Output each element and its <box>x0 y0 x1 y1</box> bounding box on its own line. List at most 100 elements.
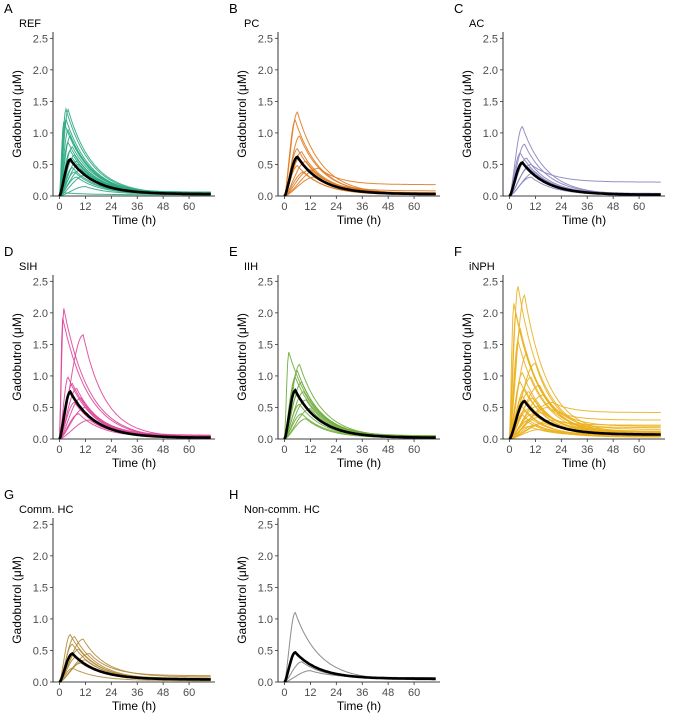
panel-title: IIH <box>244 261 258 273</box>
y-tick-label: 0.0 <box>33 677 48 689</box>
y-tick-label: 2.5 <box>33 33 48 45</box>
panel-letter: G <box>4 487 14 502</box>
x-tick-label: 36 <box>356 687 368 699</box>
mean-curve <box>58 652 211 683</box>
panel-h: H Non-comm. HC 0.0 0.5 1.0 1.5 2.0 2.5 0 12 24 36 48… <box>229 487 440 713</box>
mean-curve <box>283 155 436 197</box>
x-tick-label: 12 <box>529 201 541 213</box>
y-tick-label: 0.0 <box>258 434 273 446</box>
x-axis-label: Time (h) <box>112 699 156 713</box>
panel-letter: C <box>454 1 463 16</box>
panel-d: D SIH 0.0 0.5 1.0 1.5 2.0 2.5 0 12 24 36 48 60 Time (h… <box>4 244 215 470</box>
y-tick-label: 1.0 <box>258 614 273 626</box>
y-tick-label: 1.0 <box>33 128 48 140</box>
mean-curve <box>58 157 211 197</box>
panel-c: C AC 0.0 0.5 1.0 1.5 2.0 2.5 0 12 24 36 48 60 Time (h)… <box>454 1 665 227</box>
x-tick-label: 12 <box>79 444 91 456</box>
x-tick-label: 36 <box>356 201 368 213</box>
individual-curve <box>284 611 436 683</box>
x-tick-label: 0 <box>281 201 287 213</box>
y-tick-label: 1.0 <box>258 371 273 383</box>
individual-curve <box>59 633 211 683</box>
panel-letter: D <box>4 244 13 259</box>
y-tick-label: 1.0 <box>33 614 48 626</box>
individual-curves <box>284 351 436 440</box>
y-tick-label: 2.5 <box>33 519 48 531</box>
panel-letter: F <box>454 244 462 259</box>
individual-curve <box>509 143 661 197</box>
individual-curve <box>59 667 211 683</box>
x-tick-label: 0 <box>506 444 512 456</box>
x-tick-label: 24 <box>105 687 117 699</box>
individual-curve <box>59 107 211 197</box>
x-tick-label: 12 <box>304 201 316 213</box>
mean-curve <box>508 161 661 197</box>
mean-curve <box>508 399 661 440</box>
individual-curve <box>59 334 211 440</box>
y-tick-label: 0.0 <box>258 677 273 689</box>
x-tick-label: 48 <box>157 201 169 213</box>
y-tick-label: 0.5 <box>258 159 273 171</box>
panel-letter: E <box>229 244 238 259</box>
x-tick-label: 48 <box>382 444 394 456</box>
x-tick-label: 0 <box>281 687 287 699</box>
individual-curve <box>284 391 436 440</box>
panel-title: SIH <box>19 261 37 273</box>
x-tick-label: 48 <box>607 201 619 213</box>
individual-curve <box>284 370 436 440</box>
panel-letter: A <box>4 1 13 16</box>
x-tick-label: 36 <box>131 201 143 213</box>
x-tick-label: 24 <box>330 444 342 456</box>
x-tick-label: 60 <box>633 201 645 213</box>
x-tick-label: 36 <box>581 444 593 456</box>
y-tick-label: 1.0 <box>33 371 48 383</box>
y-axis-label: Gadobutrol (μM) <box>460 313 474 401</box>
x-tick-label: 24 <box>105 201 117 213</box>
y-tick-label: 0.0 <box>33 191 48 203</box>
x-tick-label: 12 <box>529 444 541 456</box>
individual-curves <box>509 125 661 197</box>
y-tick-label: 2.5 <box>258 519 273 531</box>
x-tick-label: 60 <box>183 687 195 699</box>
x-tick-label: 60 <box>633 444 645 456</box>
x-tick-label: 60 <box>183 201 195 213</box>
individual-curve <box>59 308 211 440</box>
y-tick-label: 2.0 <box>33 551 48 563</box>
y-tick-label: 0.5 <box>258 402 273 414</box>
individual-curve <box>59 397 211 440</box>
x-tick-label: 0 <box>56 687 62 699</box>
y-tick-label: 2.0 <box>258 65 273 77</box>
mean-curve <box>283 388 436 440</box>
x-axis-label: Time (h) <box>562 456 606 470</box>
y-axis-label: Gadobutrol (μM) <box>235 313 249 401</box>
panel-title: Non-comm. HC <box>244 504 320 516</box>
x-axis-label: Time (h) <box>337 456 381 470</box>
y-tick-label: 0.5 <box>33 645 48 657</box>
individual-curves <box>284 611 436 683</box>
y-tick-label: 2.5 <box>258 33 273 45</box>
x-axis-label: Time (h) <box>112 213 156 227</box>
x-axis-label: Time (h) <box>337 699 381 713</box>
x-tick-label: 48 <box>382 687 394 699</box>
x-tick-label: 12 <box>304 444 316 456</box>
panel-title: PC <box>244 18 259 30</box>
x-tick-label: 60 <box>408 444 420 456</box>
y-tick-label: 2.5 <box>258 276 273 288</box>
y-tick-label: 2.0 <box>258 308 273 320</box>
panel-letter: H <box>229 487 238 502</box>
x-tick-label: 60 <box>183 444 195 456</box>
x-axis-label: Time (h) <box>562 213 606 227</box>
individual-curves <box>59 107 211 197</box>
x-tick-label: 24 <box>105 444 117 456</box>
individual-curve <box>59 168 211 197</box>
panel-e: E IIH 0.0 0.5 1.0 1.5 2.0 2.5 0 12 24 36 48 60 Time (h… <box>229 244 440 470</box>
individual-curve <box>509 125 661 197</box>
panel-title: AC <box>469 18 484 30</box>
x-tick-label: 0 <box>56 444 62 456</box>
y-axis-label: Gadobutrol (μM) <box>235 556 249 644</box>
y-tick-label: 1.5 <box>33 96 48 108</box>
panel-title: iNPH <box>469 261 495 273</box>
panel-title: Comm. HC <box>19 504 73 516</box>
y-axis-label: Gadobutrol (μM) <box>10 70 24 158</box>
